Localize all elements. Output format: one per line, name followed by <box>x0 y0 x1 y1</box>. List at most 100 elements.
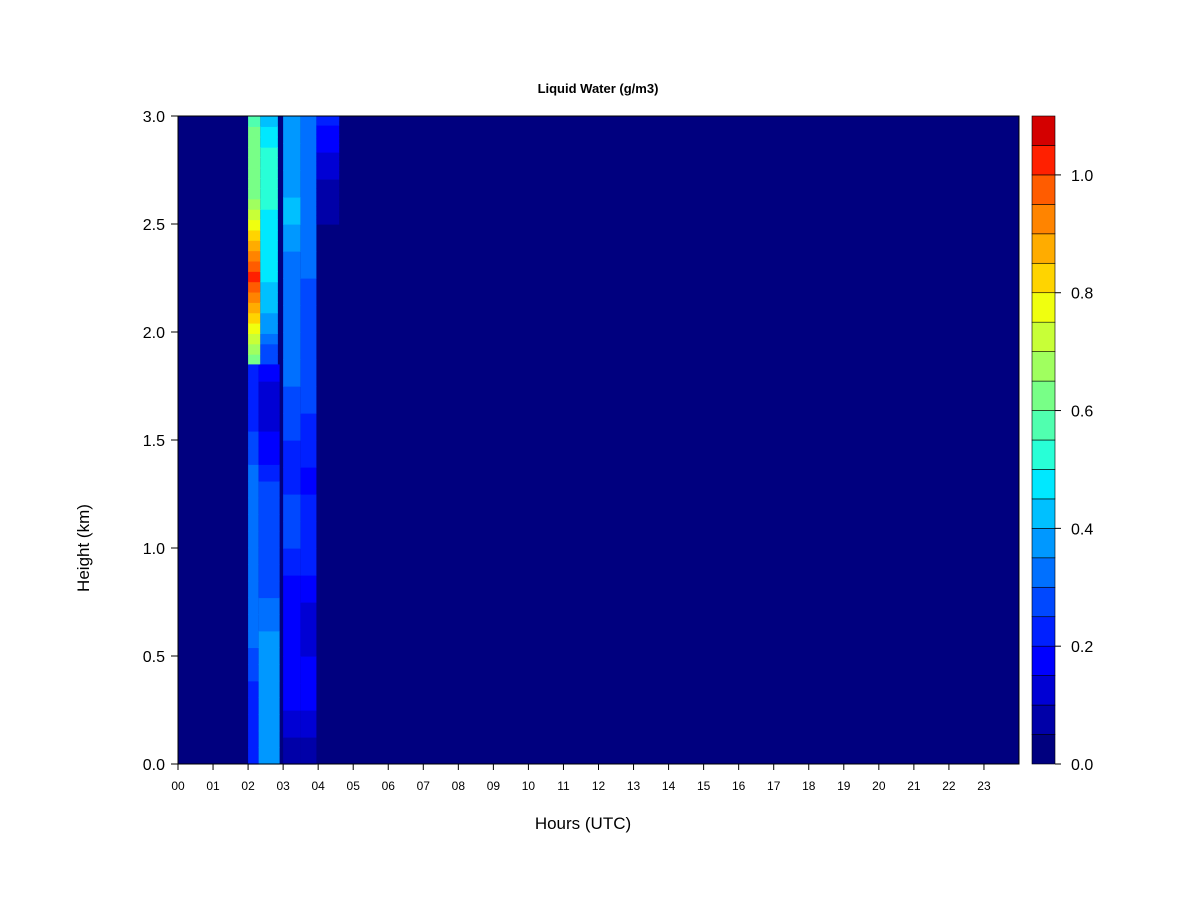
x-tick-label: 02 <box>241 779 255 793</box>
heatmap-cell <box>316 201 340 207</box>
heatmap-cell <box>248 547 259 565</box>
heatmap-cell <box>300 359 317 387</box>
heatmap-cell <box>260 354 278 365</box>
heatmap-cell <box>248 664 259 682</box>
heatmap-band-3 <box>258 364 280 765</box>
heatmap-cell <box>248 291 261 303</box>
heatmap-cell <box>316 210 340 216</box>
heatmap-cell <box>283 683 301 711</box>
heatmap-cell <box>283 494 301 522</box>
colorbar-swatch <box>1031 262 1056 294</box>
heatmap-cell <box>316 156 340 162</box>
heatmap-cell <box>300 278 317 306</box>
colorbar-tick-label: 0.4 <box>1071 521 1093 538</box>
y-axis: 0.0 0.5 1.0 1.5 2.0 2.5 3.0 <box>143 109 178 774</box>
heatmap-cell <box>316 152 340 158</box>
heatmap-cell <box>283 143 301 171</box>
heatmap-cell <box>248 116 261 127</box>
x-tick-label: 04 <box>311 779 325 793</box>
heatmap-cell <box>316 161 340 167</box>
heatmap-cell <box>248 209 261 221</box>
heatmap-cell <box>300 197 317 225</box>
heatmap-cell <box>258 680 280 698</box>
heatmap-cell <box>248 431 259 449</box>
heatmap-band-1 <box>260 116 278 365</box>
heatmap-cell <box>258 381 280 399</box>
heatmap-cell <box>248 260 261 272</box>
heatmap-cell <box>248 497 259 515</box>
heatmap-cell <box>283 548 301 576</box>
colorbar-swatch <box>1031 734 1056 765</box>
heatmap-cell <box>248 126 261 138</box>
heatmap-cell <box>258 714 280 732</box>
heatmap-cell <box>248 697 259 715</box>
heatmap-cell <box>258 480 280 499</box>
heatmap-cell <box>260 333 278 345</box>
heatmap-cell <box>260 291 278 303</box>
heatmap-cell <box>248 647 259 665</box>
heatmap-cell <box>260 229 278 241</box>
colorbar-swatch <box>1031 292 1056 323</box>
heatmap-cell <box>300 170 317 198</box>
heatmap-cell <box>316 219 340 225</box>
heatmap-cell <box>316 192 340 198</box>
x-tick-label: 14 <box>662 779 676 793</box>
heatmap-cell <box>258 697 280 715</box>
heatmap-cell <box>260 302 278 314</box>
chart-title: Liquid Water (g/m3) <box>538 81 659 96</box>
heatmap-cell <box>258 414 280 432</box>
x-axis: 00 01 02 03 04 05 06 07 08 09 10 11 12 13 14 15 16 17 18 19… <box>171 764 991 793</box>
heatmap-cell <box>258 564 280 582</box>
heatmap-cell <box>248 167 261 179</box>
heatmap-cell <box>258 447 280 465</box>
colorbar-swatch <box>1031 704 1056 735</box>
colorbar-tick-label: 0.0 <box>1071 757 1093 774</box>
heatmap-cell <box>300 386 317 414</box>
heatmap-cell <box>300 251 317 279</box>
x-tick-label: 05 <box>347 779 361 793</box>
heatmap-cell <box>260 250 278 262</box>
colorbar-swatch <box>1031 321 1056 352</box>
y-tick-label: 1.5 <box>143 433 165 450</box>
colorbar-tick-label: 0.6 <box>1071 404 1093 421</box>
heatmap-cell <box>248 250 261 262</box>
heatmap-cell <box>300 413 317 441</box>
heatmap-cell <box>248 229 261 241</box>
heatmap-cell <box>248 747 259 765</box>
heatmap-cell <box>248 564 259 582</box>
heatmap-band-0 <box>248 116 261 365</box>
heatmap-cell <box>283 170 301 198</box>
x-tick-label: 00 <box>171 779 185 793</box>
heatmap-cell <box>300 710 317 738</box>
heatmap-cell <box>248 614 259 632</box>
colorbar-swatch <box>1031 115 1056 146</box>
heatmap-plot-area <box>177 115 1020 765</box>
heatmap-cell <box>283 116 301 144</box>
heatmap-cell <box>260 281 278 293</box>
heatmap-features <box>248 116 340 765</box>
heatmap-cell <box>283 629 301 657</box>
heatmap-cell <box>248 580 259 599</box>
heatmap-cell <box>248 240 261 252</box>
x-tick-label: 16 <box>732 779 746 793</box>
y-tick-label: 3.0 <box>143 109 165 126</box>
heatmap-cell <box>300 143 317 171</box>
heatmap-cell <box>248 464 259 482</box>
heatmap-cell <box>283 656 301 684</box>
heatmap-cell <box>258 580 280 599</box>
heatmap-cell <box>258 431 280 449</box>
heatmap-cell <box>300 116 317 144</box>
heatmap-cell <box>300 683 317 711</box>
colorbar-swatch <box>1031 439 1056 470</box>
colorbar-swatch <box>1031 469 1056 500</box>
colorbar-ticks: 0.0 0.2 0.4 0.6 0.8 1.0 <box>1055 168 1093 774</box>
x-tick-label: 01 <box>206 779 220 793</box>
heatmap-cell <box>260 343 278 355</box>
heatmap-cell <box>300 224 317 252</box>
heatmap-cell <box>283 710 301 738</box>
x-tick-label: 18 <box>802 779 816 793</box>
colorbar-swatch <box>1031 204 1056 235</box>
colorbar-swatch <box>1031 616 1056 647</box>
heatmap-cell <box>316 138 340 144</box>
x-tick-label: 13 <box>627 779 641 793</box>
